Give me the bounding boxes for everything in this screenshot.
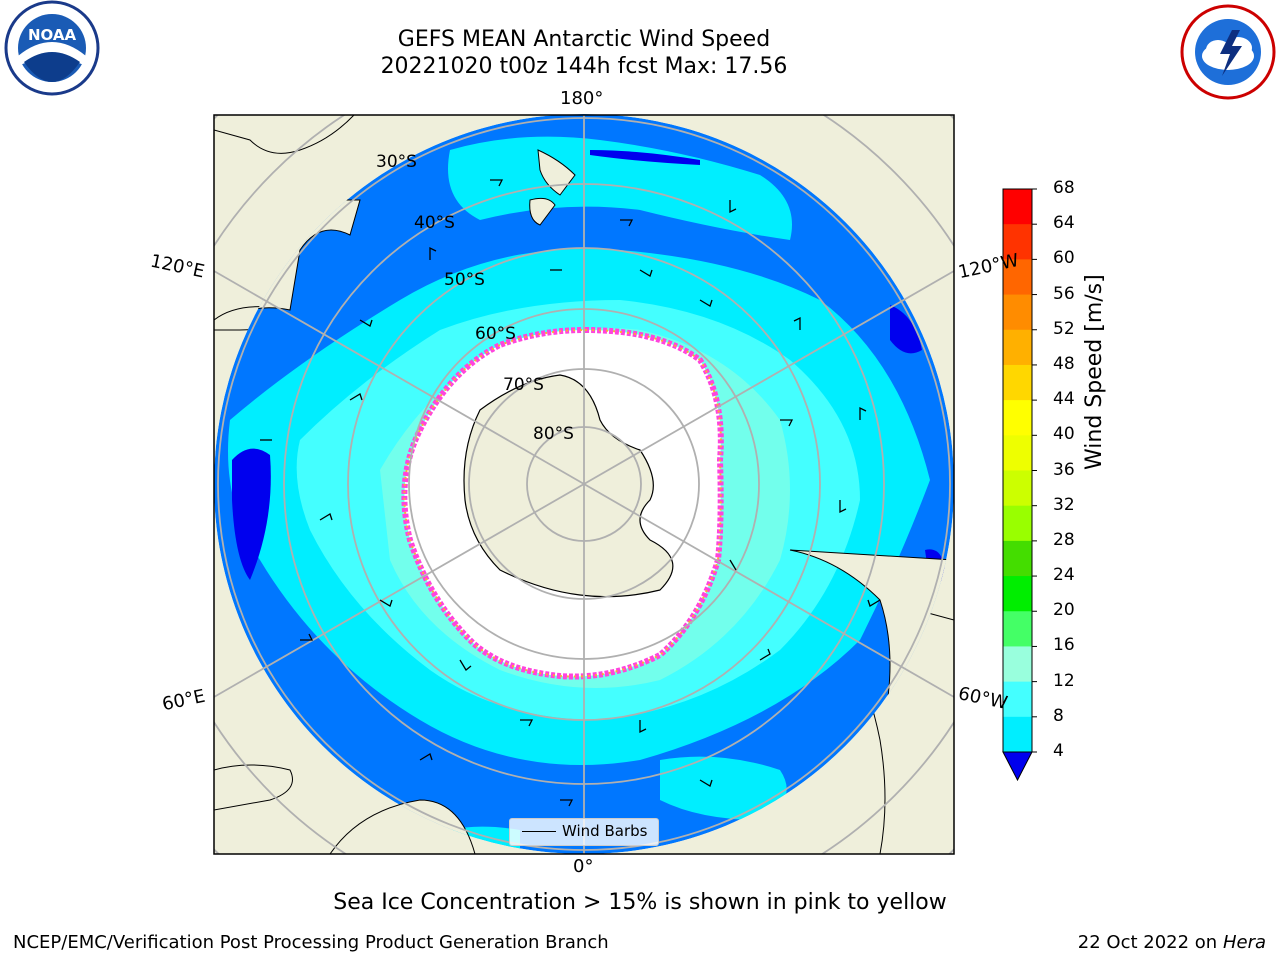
colorbar-tick-label: 36 (1053, 459, 1075, 480)
colorbar-swatch (1003, 329, 1032, 366)
lat-label-70s: 70°S (503, 375, 544, 395)
lon-label-180: 180° (560, 88, 604, 109)
colorbar-tick-label: 56 (1053, 283, 1075, 304)
footer-machine: Hera (1222, 932, 1266, 953)
caption: Sea Ice Concentration > 15% is shown in … (333, 890, 947, 915)
colorbar-swatch (1003, 259, 1032, 296)
colorbar-tick-label: 16 (1053, 635, 1075, 656)
legend-line-swatch (522, 831, 556, 832)
colorbar-swatch (1003, 505, 1032, 542)
colorbar-tick-label: 12 (1053, 670, 1075, 691)
colorbar-swatch (1003, 294, 1032, 331)
lon-label-0: 0° (573, 856, 594, 877)
antarctica-landmass (463, 374, 674, 598)
chart-subtitle: 20221020 t00z 144h fcst Max: 17.56 (380, 54, 788, 79)
map-frame (213, 114, 955, 855)
colorbar-swatch (1003, 189, 1032, 225)
colorbar-swatch (1003, 681, 1032, 718)
colorbar-swatch (1003, 400, 1032, 436)
colorbar-tick-label: 64 (1053, 213, 1075, 234)
colorbar-tick-label: 52 (1053, 318, 1075, 339)
colorbar-swatch (1003, 716, 1032, 753)
colorbar-swatch (1003, 224, 1032, 260)
colorbar-swatch (1003, 646, 1032, 683)
colorbar-tick-label: 24 (1053, 565, 1075, 586)
colorbar-swatch (1003, 540, 1032, 577)
colorbar-tick-label: 4 (1053, 741, 1064, 761)
noaa-logo: NOAA (4, 0, 100, 96)
colorbar-swatch (1003, 576, 1032, 612)
colorbar-swatch (1003, 470, 1032, 507)
colorbar-tick-label: 8 (1053, 705, 1064, 726)
colorbar-tick-label: 28 (1053, 529, 1075, 550)
colorbar-tick-label: 32 (1053, 494, 1075, 515)
nws-logo (1180, 4, 1276, 100)
footer-credit: NCEP/EMC/Verification Post Processing Pr… (13, 932, 609, 953)
sea-ice-and-antarctica (401, 326, 724, 680)
map-legend: Wind Barbs (509, 818, 659, 846)
colorbar-label: Wind Speed [m/s] (1082, 274, 1107, 470)
footer-date-text: 22 Oct 2022 on (1077, 932, 1223, 953)
colorbar-swatch (1003, 611, 1032, 647)
lat-label-30s: 30°S (376, 152, 417, 172)
colorbar-tick-label: 68 (1053, 178, 1075, 198)
legend-label: Wind Barbs (562, 822, 648, 840)
lat-label-40s: 40°S (414, 213, 455, 233)
colorbar-tick-label: 40 (1053, 424, 1075, 445)
colorbar-swatch (1003, 435, 1032, 471)
chart-title: GEFS MEAN Antarctic Wind Speed (397, 27, 771, 52)
footer-date: 22 Oct 2022 on Hera (1078, 932, 1266, 953)
lat-label-80s: 80°S (533, 424, 574, 444)
colorbar-under-arrow (1002, 751, 1033, 782)
colorbar-tick-label: 60 (1053, 248, 1075, 269)
colorbar-swatch (1003, 364, 1032, 401)
lat-label-60s: 60°S (475, 324, 516, 344)
colorbar-tick-label: 20 (1053, 600, 1075, 621)
graticule (213, 115, 955, 854)
wind-barbs (260, 179, 881, 807)
colorbar-tick-label: 44 (1053, 389, 1075, 410)
lat-label-50s: 50°S (444, 270, 485, 290)
colorbar-tick-label: 48 (1053, 353, 1075, 374)
noaa-logo-text: NOAA (28, 26, 77, 44)
colorbar (1002, 188, 1037, 782)
